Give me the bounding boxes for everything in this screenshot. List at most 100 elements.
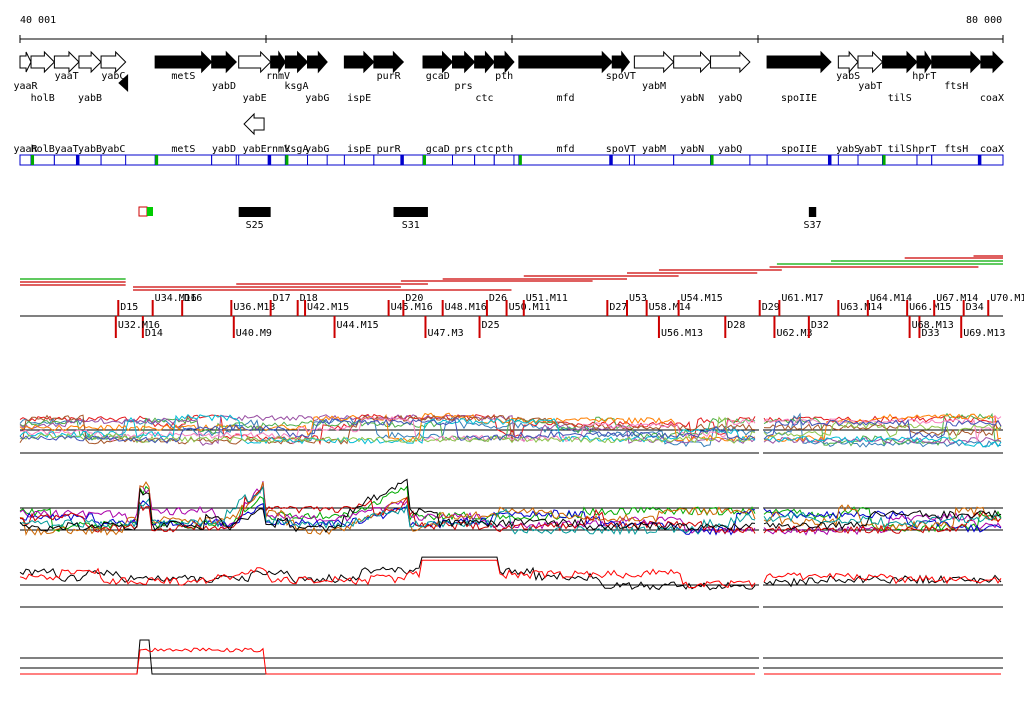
expression-trace (20, 647, 1001, 675)
gene-arrow-prs (452, 50, 476, 74)
tu-label: U61.M17 (781, 293, 823, 304)
gene-arrow-purR (373, 50, 405, 74)
annotation-box-purR (373, 154, 404, 166)
gene-arrow-tilS (882, 50, 918, 74)
segment-label-S31: S31 (402, 220, 420, 231)
reverse-gene-marker (118, 74, 129, 92)
annotation-box-pth (493, 154, 515, 166)
annotation-label-coaX: coaX (980, 144, 1004, 155)
gene-arrow-yabS (837, 50, 859, 74)
tu-label: U42.M15 (307, 302, 349, 313)
gene-arrow-metS (154, 50, 213, 74)
annotation-box-prs (452, 154, 476, 166)
expression-trace (19, 485, 1002, 535)
gene-label-tilS: tilS (888, 93, 912, 104)
annotation-mark (609, 155, 613, 165)
gene-label-coaX: coaX (980, 93, 1004, 104)
annotation-mark (267, 155, 271, 165)
tu-label: D28 (727, 320, 745, 331)
expression-trace (19, 412, 1002, 448)
gene-arrow-yabT (857, 50, 884, 74)
gene-label-yabD: yabD (212, 81, 236, 92)
tu-label: D16 (184, 293, 202, 304)
annotation-box-gcaD (422, 154, 454, 166)
gene-arrow-yaaT (53, 50, 80, 74)
annotation-box-yabD (211, 154, 237, 166)
tu-label: U40.M9 (236, 328, 272, 339)
gene-arrow-yabN (673, 50, 712, 74)
gene-label-yabE: yabE (243, 93, 267, 104)
expression-trace (19, 481, 1002, 537)
tu-label: D33 (921, 328, 939, 339)
gene-label-ispE: ispE (347, 93, 371, 104)
gene-arrows-track (19, 50, 1004, 74)
annotation-label-yabT: yabT (858, 144, 882, 155)
annotation-box-metS (154, 154, 213, 166)
gene-label-spoIIE: spoIIE (781, 93, 817, 104)
gene-label-mfd: mfd (557, 93, 575, 104)
transcription-unit-spans (20, 255, 1003, 291)
annotation-box-yabT (857, 154, 884, 166)
gene-label-prs: prs (455, 81, 473, 92)
annotation-label-metS: metS (171, 144, 195, 155)
gene-label-spoVT: spoVT (606, 71, 636, 82)
gene-label-yabS: yabS (836, 71, 860, 82)
tu-label: D27 (609, 302, 627, 313)
tu-label: U32.M16 (118, 320, 160, 331)
tu-label: U48.M16 (445, 302, 487, 313)
annotation-box-spoVT (611, 154, 630, 166)
tu-label: U44.M15 (337, 320, 379, 331)
annotation-box-yabB (78, 154, 102, 166)
segment-marker-red (138, 206, 148, 217)
gene-arrow-yabB (78, 50, 102, 74)
annotation-box-ksgA (284, 154, 309, 166)
annotation-label-yaaT: yaaT (55, 144, 79, 155)
expression-trace (19, 485, 1002, 536)
gene-label-ctc: ctc (475, 93, 493, 104)
gene-arrow-spoVT (611, 50, 631, 74)
gene-label-ksgA: ksgA (284, 81, 308, 92)
gene-label-yabQ: yabQ (718, 93, 742, 104)
gene-label-purR: purR (377, 71, 402, 82)
annotation-box-yabG (307, 154, 328, 166)
annotation-label-yaaR: yaaR (13, 144, 38, 155)
annotation-label-yabE: yabE (243, 144, 267, 155)
annotation-box-yabS (837, 154, 859, 166)
expression-trace (19, 559, 1002, 589)
expression-trace (20, 639, 1001, 675)
expression-trace (19, 418, 1002, 444)
annotation-label-yabD: yabD (212, 144, 236, 155)
gene-arrow-mfd (518, 50, 613, 74)
gene-arrow-ksgA (284, 50, 309, 74)
tu-label: D18 (300, 293, 318, 304)
gene-label-gcaD: gcaD (426, 71, 450, 82)
tu-label: D17 (273, 293, 291, 304)
tu-label: U69.M13 (963, 328, 1005, 339)
tu-label: U58.M14 (649, 302, 691, 313)
annotation-box-rnmV (270, 154, 286, 166)
tu-label: U68.M13 (912, 320, 954, 331)
gene-label-ftsH: ftsH (944, 81, 968, 92)
tu-label: U53 (629, 293, 647, 304)
segment-block-S37 (808, 207, 817, 217)
annotation-box-ctc (474, 154, 495, 166)
tu-label: U62.M3 (776, 328, 812, 339)
gene-arrow-yabG (307, 50, 328, 74)
tu-label: U54.M15 (681, 293, 723, 304)
tu-label: U47.M3 (427, 328, 463, 339)
segment-marker-green (147, 207, 153, 216)
gene-label-yabM: yabM (642, 81, 666, 92)
gene-label-pth: pth (495, 71, 513, 82)
tu-label: U63.M14 (840, 302, 882, 313)
reverse-strand-gene (118, 74, 265, 136)
tu-label: D34 (966, 302, 984, 313)
tu-label: D25 (482, 320, 500, 331)
annotation-label-gcaD: gcaD (426, 144, 450, 155)
tu-label: U67.M14 (936, 293, 978, 304)
gene-arrow-ctc (474, 50, 495, 74)
annotation-label-pth: pth (495, 144, 513, 155)
tu-label: D26 (489, 293, 507, 304)
tu-label: U70.M14 (990, 293, 1024, 304)
